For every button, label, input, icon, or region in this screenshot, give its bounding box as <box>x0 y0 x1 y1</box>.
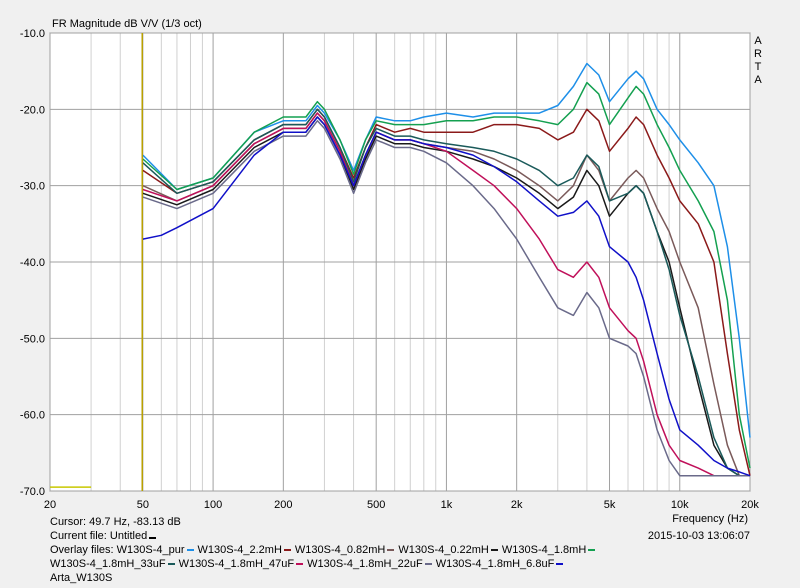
overlay-legend-label: W130S-4_0.22mH <box>398 544 489 556</box>
x-tick-label: 5k <box>604 499 616 511</box>
overlay-legend-item: W130S-4_0.82mH <box>295 544 395 556</box>
x-tick-label: 20k <box>741 499 759 511</box>
x-tick-label: 50 <box>137 499 149 511</box>
overlay-legend-row-1: Overlay files: W130S-4_pur W130S-4_2.2mH W… <box>50 544 599 556</box>
series-line <box>142 120 750 477</box>
series-line <box>142 112 750 477</box>
overlay-legend-item: W130S-4_1.8mH <box>501 544 596 556</box>
overlay-legend-item: W130S-4_1.8mH_47uF <box>179 558 304 570</box>
current-file-label: Current file: Untitled <box>50 530 148 542</box>
watermark-letter: A <box>754 35 762 47</box>
overlay-legend-label: W130S-4_2.2mH <box>197 544 282 556</box>
overlay-legend-label: W130S-4_1.8mH <box>501 544 587 556</box>
cursor-readout: Cursor: 49.7 Hz, -83.13 dB <box>50 516 181 528</box>
cursor-group <box>50 33 143 491</box>
overlay-legend-label: W130S-4_pur <box>116 544 185 556</box>
y-tick-label: -40.0 <box>20 257 45 269</box>
overlay-legend-swatch <box>186 549 194 551</box>
watermark-letter: T <box>755 61 762 73</box>
timestamp: 2015-10-03 13:06:07 <box>647 530 750 542</box>
x-tick-labels: 20 50 100 200 500 1k 2k 5k 10k 20k <box>44 499 759 511</box>
x-tick-label: 200 <box>274 499 292 511</box>
y-tick-label: -30.0 <box>20 181 45 193</box>
overlay-legend-label: W130S-4_1.8mH_47uF <box>178 558 295 570</box>
y-tick-label: -10.0 <box>20 28 45 40</box>
overlay-legend-item: W130S-4_1.8mH_6.8uF <box>436 558 564 570</box>
series-line <box>142 108 750 477</box>
overlay-last-file: Arta_W130S <box>50 572 113 584</box>
y-tick-label: -60.0 <box>20 410 45 422</box>
overlay-legend-swatch <box>424 563 432 565</box>
x-tick-label: 20 <box>44 499 56 511</box>
x-tick-label: 100 <box>204 499 222 511</box>
y-tick-labels: -10.0 -20.0 -30.0 -40.0 -50.0 -60.0 -70.0 <box>20 28 45 498</box>
overlay-legend-label: W130S-4_1.8mH_33uF <box>50 558 166 570</box>
overlay-legend-row-2: W130S-4_1.8mH_33uF W130S-4_1.8mH_47uF W130… <box>50 558 567 570</box>
overlay-legend-item: W130S-4_1.8mH_22uF <box>307 558 432 570</box>
overlay-items-1: W130S-4_pur W130S-4_2.2mH W130S-4_0.82mH W1… <box>117 544 600 556</box>
x-tick-label: 500 <box>367 499 385 511</box>
overlay-legend-swatch <box>387 549 395 551</box>
y-tick-label: -50.0 <box>20 333 45 345</box>
overlay-label: Overlay files: <box>50 544 114 556</box>
x-axis-label: Frequency (Hz) <box>672 513 748 525</box>
current-file-swatch <box>149 537 157 539</box>
current-file: Current file: Untitled <box>50 530 157 542</box>
series-group <box>142 62 751 477</box>
watermark-letter: A <box>754 74 762 86</box>
series-line <box>142 81 751 469</box>
overlay-legend-item: W130S-4_2.2mH <box>198 544 291 556</box>
chart-title: FR Magnitude dB V/V (1/3 oct) <box>52 18 202 30</box>
overlay-legend-label: W130S-4_1.8mH_6.8uF <box>435 558 555 570</box>
overlay-legend-label: W130S-4_0.82mH <box>294 544 386 556</box>
overlay-legend-label: W130S-4_1.8mH_22uF <box>307 558 423 570</box>
overlay-legend-swatch <box>167 563 175 565</box>
overlay-legend-swatch <box>296 563 304 565</box>
overlay-legend-item: W130S-4_pur <box>117 544 194 556</box>
overlay-legend-item: W130S-4_1.8mH_33uF <box>50 558 175 570</box>
y-tick-label: -20.0 <box>20 104 45 116</box>
series-line <box>142 116 751 477</box>
series-line <box>142 62 751 438</box>
x-tick-label: 10k <box>671 499 689 511</box>
overlay-legend-swatch <box>283 549 291 551</box>
overlay-legend-swatch <box>490 549 498 551</box>
x-tick-label: 1k <box>441 499 453 511</box>
overlay-legend-swatch <box>556 563 564 565</box>
y-tick-label: -70.0 <box>20 486 45 498</box>
watermark-letter: R <box>754 48 762 60</box>
overlay-legend-swatch <box>588 549 596 551</box>
x-tick-label: 2k <box>511 499 523 511</box>
overlay-legend-item: W130S-4_0.22mH <box>398 544 498 556</box>
